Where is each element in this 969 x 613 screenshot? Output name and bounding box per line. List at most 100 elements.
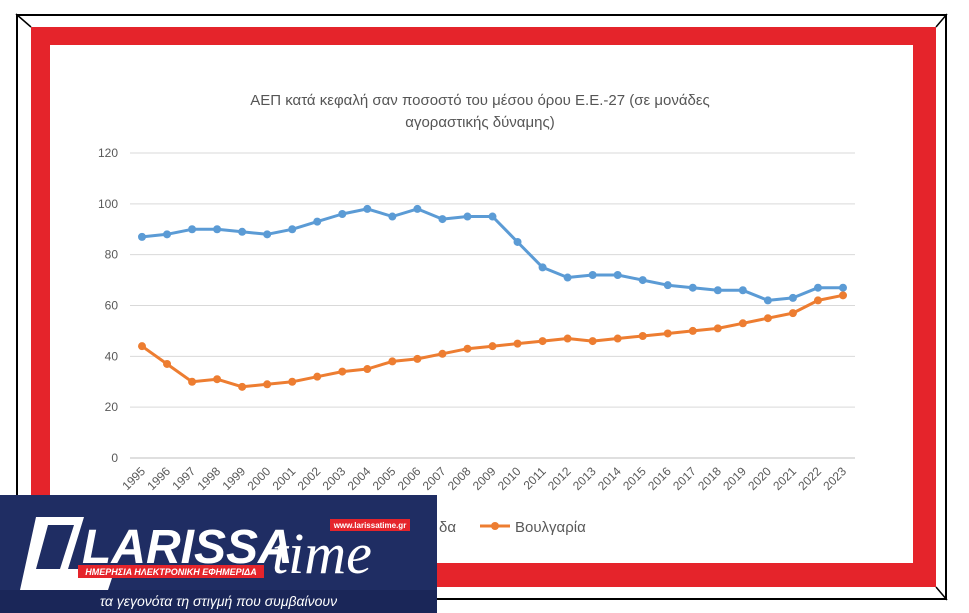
data-point (338, 367, 347, 376)
y-tick-label: 60 (105, 299, 119, 313)
data-point (613, 271, 622, 279)
x-tick-label: 2017 (670, 464, 699, 493)
data-point (338, 210, 347, 218)
data-point (588, 271, 597, 279)
logo-url: www.larissatime.gr (333, 521, 407, 530)
data-point (839, 291, 847, 300)
x-tick-label: 2023 (820, 464, 849, 493)
data-point (188, 225, 197, 234)
data-point (163, 359, 172, 368)
x-tick-label: 2012 (545, 464, 574, 493)
larissatime-logo: LARISSA time www.larissatime.gr ΗΜΕΡΗΣΙΑ… (0, 495, 437, 613)
x-tick-label: 1997 (169, 464, 198, 493)
data-point (513, 237, 522, 246)
x-tick-label: 2006 (395, 464, 424, 493)
x-tick-label: 2010 (495, 464, 524, 493)
data-point (563, 334, 572, 343)
x-tick-label: 2001 (270, 464, 299, 493)
data-point (188, 377, 197, 386)
data-point (363, 365, 372, 374)
x-tick-label: 2013 (570, 464, 599, 493)
data-point (763, 296, 772, 305)
legend-label: δα (439, 519, 456, 536)
data-point (839, 283, 847, 292)
data-point (463, 212, 472, 221)
data-point (488, 212, 497, 221)
x-tick-label: 2016 (645, 464, 674, 493)
data-point (813, 283, 822, 292)
data-point (438, 349, 447, 358)
x-tick-label: 2002 (295, 464, 324, 493)
x-tick-label: 2014 (595, 464, 624, 493)
data-point (238, 227, 247, 236)
x-tick-label: 2005 (370, 464, 399, 493)
x-tick-label: 2019 (720, 464, 749, 493)
y-tick-label: 40 (105, 349, 119, 363)
x-tick-label: 2007 (420, 464, 449, 493)
data-point (463, 344, 472, 353)
x-tick-label: 2020 (745, 464, 774, 493)
data-point (713, 286, 722, 295)
data-point (413, 354, 422, 363)
chart-title: ΑΕΠ κατά κεφαλή σαν ποσοστό του μέσου όρ… (250, 92, 710, 131)
x-tick-label: 1998 (194, 464, 223, 493)
data-point (638, 332, 647, 340)
legend-swatch-marker (491, 522, 499, 530)
logo-subtitle-bar (78, 565, 264, 578)
data-point (213, 225, 222, 234)
data-point (238, 382, 247, 391)
y-tick-label: 80 (105, 248, 119, 262)
y-tick-label: 100 (98, 197, 118, 211)
data-point (488, 342, 497, 351)
x-tick-label: 2021 (770, 464, 799, 493)
x-tick-label: 1999 (219, 464, 248, 493)
x-tick-label: 2003 (320, 464, 349, 493)
x-tick-label: 2015 (620, 464, 649, 493)
data-point (388, 212, 397, 221)
data-point (738, 319, 747, 328)
data-point (538, 263, 547, 272)
logo-graphic: LARISSA time www.larissatime.gr ΗΜΕΡΗΣΙΑ… (20, 517, 410, 590)
data-point (763, 314, 772, 323)
data-point (288, 225, 297, 234)
data-point (413, 204, 422, 213)
x-tick-label: 2011 (521, 464, 549, 492)
data-point (738, 286, 747, 295)
legend-label: Βουλγαρία (515, 519, 586, 536)
data-point (163, 230, 172, 239)
y-tick-label: 120 (98, 146, 118, 160)
x-tick-label: 2009 (470, 464, 499, 493)
x-tick-label: 2008 (445, 464, 474, 493)
data-point (663, 329, 672, 338)
data-point (263, 380, 272, 389)
data-point (788, 293, 797, 302)
series-line (141, 293, 844, 389)
data-point (313, 372, 322, 381)
logo-url-bar (330, 519, 410, 531)
data-point (688, 326, 697, 335)
data-point (788, 309, 797, 318)
data-point (138, 232, 146, 241)
gridlines (130, 152, 855, 459)
logo-tagline: τα γεγονότα τη στιγμή που συμβαίνουν (99, 593, 338, 609)
logo-subtitle: ΗΜΕΡΗΣΙΑ ΗΛΕΚΤΡΟΝΙΚΗ ΕΦΗΜΕΡΙΔΑ (85, 567, 256, 577)
chart-title-line: αγοραστικής δύναμης) (405, 114, 554, 131)
chart-title-line: ΑΕΠ κατά κεφαλή σαν ποσοστό του μέσου όρ… (250, 92, 710, 109)
data-point (688, 283, 697, 292)
y-tick-label: 20 (105, 400, 119, 414)
logo-script-text: time (272, 521, 372, 586)
data-point (813, 296, 822, 305)
data-point (213, 375, 222, 384)
data-point (313, 217, 322, 226)
series-group (138, 204, 847, 391)
x-tick-label: 2004 (345, 464, 374, 493)
data-point (663, 281, 672, 290)
x-axis-ticks: 1995199619971998199920002001200220032004… (119, 464, 849, 493)
data-point (263, 230, 272, 239)
data-point (138, 342, 146, 351)
x-tick-label: 1995 (119, 464, 148, 493)
x-tick-label: 2000 (245, 464, 274, 493)
data-point (388, 357, 397, 366)
data-point (363, 204, 372, 213)
